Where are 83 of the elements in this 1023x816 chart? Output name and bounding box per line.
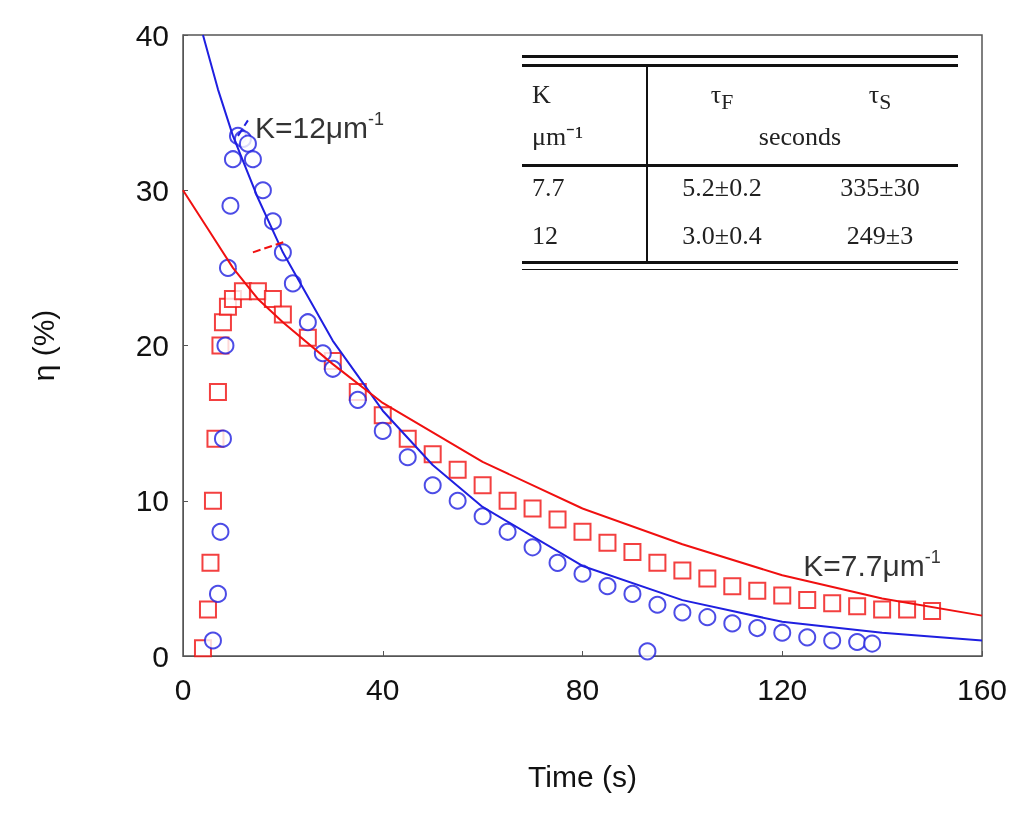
point — [623, 542, 642, 561]
point — [823, 631, 842, 650]
point — [773, 586, 792, 605]
point — [673, 561, 692, 580]
point — [863, 634, 882, 653]
point — [648, 553, 667, 572]
point — [263, 289, 282, 308]
point — [221, 196, 240, 215]
point — [201, 553, 220, 572]
point — [548, 510, 567, 529]
point — [211, 522, 230, 541]
x-tick-label: 40 — [366, 672, 400, 706]
point — [348, 390, 367, 409]
x-tick-label: 80 — [565, 672, 600, 706]
point — [698, 608, 717, 627]
annotation: 12 — [532, 220, 559, 252]
point — [448, 491, 467, 510]
y-tick-label: 30 — [135, 173, 169, 207]
annotation: 3.0±0.4 — [681, 220, 763, 252]
point — [623, 584, 642, 603]
y-tick-label: 40 — [135, 18, 169, 52]
annotation: seconds — [757, 121, 843, 153]
point — [423, 445, 442, 464]
annotation: 7.7 — [532, 172, 566, 204]
point — [238, 134, 257, 153]
point — [823, 594, 842, 613]
point — [748, 619, 767, 638]
point — [298, 313, 317, 332]
x-axis-title: Time (s) — [528, 759, 637, 793]
annotation: τ$_{F}$ — [709, 79, 735, 117]
point — [573, 522, 592, 541]
point — [423, 476, 442, 495]
point — [638, 642, 657, 661]
point — [673, 603, 692, 622]
annotation: μm⁻¹ — [532, 121, 584, 153]
point — [798, 628, 817, 647]
point — [243, 150, 262, 169]
annotation: 5.2±0.2 — [681, 172, 763, 204]
point — [723, 577, 742, 596]
x-tick-label: 160 — [956, 672, 1008, 706]
point — [798, 591, 817, 610]
point — [498, 491, 517, 510]
point — [273, 305, 292, 324]
point — [773, 623, 792, 642]
annotation: K — [532, 79, 552, 111]
point — [698, 569, 717, 588]
point — [198, 600, 217, 619]
point — [213, 429, 232, 448]
point — [473, 507, 492, 526]
point — [203, 631, 222, 650]
x-tick-label: 120 — [757, 672, 808, 706]
y-tick-label: 20 — [135, 329, 169, 362]
annotation: τ$_{S}$ — [867, 79, 893, 117]
point — [398, 448, 417, 467]
point — [748, 581, 767, 600]
point — [223, 150, 242, 169]
point — [548, 553, 567, 572]
point — [523, 538, 542, 557]
point — [848, 633, 867, 652]
point — [848, 597, 867, 616]
point — [573, 564, 592, 583]
point — [473, 476, 492, 495]
point — [203, 491, 222, 510]
point — [723, 614, 742, 633]
point — [208, 383, 227, 402]
point — [373, 421, 392, 440]
point — [448, 460, 467, 479]
y-axis-title: η (%) — [26, 309, 60, 382]
point — [253, 181, 272, 200]
y-tick-label: 10 — [135, 484, 169, 518]
y-tick-label: 0 — [152, 639, 169, 673]
point — [598, 577, 617, 596]
point — [283, 274, 302, 293]
point — [523, 499, 542, 518]
point — [498, 522, 517, 541]
point — [873, 600, 892, 619]
point — [598, 533, 617, 552]
x-tick-label: 0 — [174, 672, 192, 706]
point — [208, 584, 227, 603]
point — [216, 336, 235, 355]
point — [648, 595, 667, 614]
annotation: 335±30 — [839, 172, 921, 204]
annotation: 249±3 — [845, 220, 915, 252]
